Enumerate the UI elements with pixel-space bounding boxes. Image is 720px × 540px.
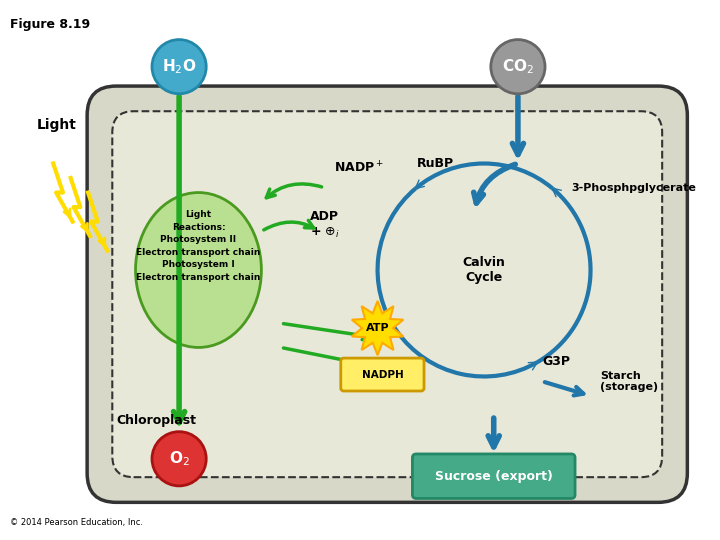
FancyBboxPatch shape [112, 111, 662, 477]
Text: ADP: ADP [310, 210, 339, 223]
Text: Starch
(storage): Starch (storage) [600, 370, 658, 392]
Text: Calvin
Cycle: Calvin Cycle [463, 256, 505, 284]
Text: Light: Light [37, 118, 76, 132]
FancyBboxPatch shape [413, 454, 575, 498]
Text: NADPH: NADPH [361, 369, 403, 380]
Text: Figure 8.19: Figure 8.19 [9, 18, 90, 31]
Circle shape [152, 431, 206, 486]
Circle shape [152, 39, 206, 94]
Text: O$_2$: O$_2$ [168, 449, 189, 468]
Text: Sucrose (export): Sucrose (export) [435, 470, 553, 483]
Text: Light
Reactions:
Photosystem II
Electron transport chain
Photosystem I
Electron : Light Reactions: Photosystem II Electron… [136, 210, 261, 281]
Text: NADP$^+$: NADP$^+$ [334, 161, 384, 176]
Text: ATP: ATP [366, 323, 390, 333]
Text: G3P: G3P [543, 355, 571, 368]
Text: © 2014 Pearson Education, Inc.: © 2014 Pearson Education, Inc. [9, 517, 143, 526]
Text: 3-Phosphpglycerate: 3-Phosphpglycerate [571, 183, 696, 193]
Circle shape [491, 39, 545, 94]
Text: RuBP: RuBP [417, 157, 454, 170]
Text: Chloroplast: Chloroplast [116, 414, 196, 427]
FancyBboxPatch shape [341, 358, 424, 391]
Text: + $\oplus_i$: + $\oplus_i$ [310, 226, 340, 240]
FancyBboxPatch shape [87, 86, 688, 502]
Ellipse shape [135, 193, 261, 347]
Text: CO$_2$: CO$_2$ [502, 57, 534, 76]
Text: H$_2$O: H$_2$O [162, 57, 197, 76]
Polygon shape [352, 301, 403, 355]
